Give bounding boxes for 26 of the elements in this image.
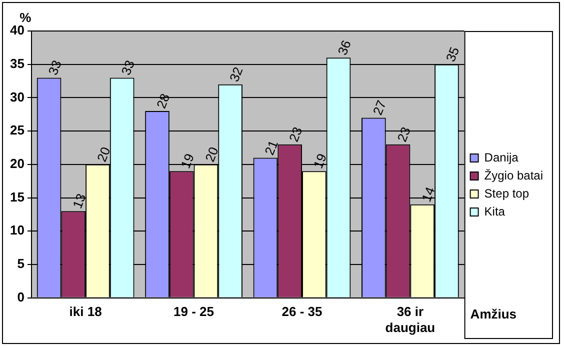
- y-tick-label: 35: [10, 56, 24, 71]
- data-label: 20: [202, 144, 222, 164]
- y-tick-label: 40: [10, 22, 24, 38]
- y-tick-label: 30: [10, 89, 24, 104]
- x-tick-label: iki 18: [69, 304, 102, 320]
- data-label: 27: [370, 98, 390, 118]
- legend-label: Step top: [484, 186, 530, 200]
- legend-label: Danija: [484, 150, 519, 164]
- x-tick-label: 19 - 25: [174, 304, 214, 320]
- x-tick-label: 36 ir daugiau: [385, 304, 436, 335]
- x-axis-title: Amžius: [470, 306, 517, 322]
- legend-label: Žygio batai: [484, 168, 544, 182]
- y-tick-label: 20: [10, 156, 24, 171]
- y-tick-label: 0: [17, 289, 24, 304]
- legend-label: Kita: [484, 204, 506, 218]
- data-label: 32: [226, 64, 246, 84]
- y-tick-label: 15: [10, 189, 24, 204]
- data-label: 36: [334, 38, 354, 58]
- data-label: 20: [94, 144, 114, 164]
- y-tick-label: 5: [17, 256, 24, 272]
- y-tick-label: 10: [10, 222, 24, 238]
- data-label: 21: [262, 138, 281, 158]
- data-label: 35: [442, 44, 462, 64]
- y-axis-title: %: [20, 10, 32, 26]
- x-tick-label: 26 - 35: [282, 304, 322, 320]
- y-tick-label: 25: [10, 122, 24, 138]
